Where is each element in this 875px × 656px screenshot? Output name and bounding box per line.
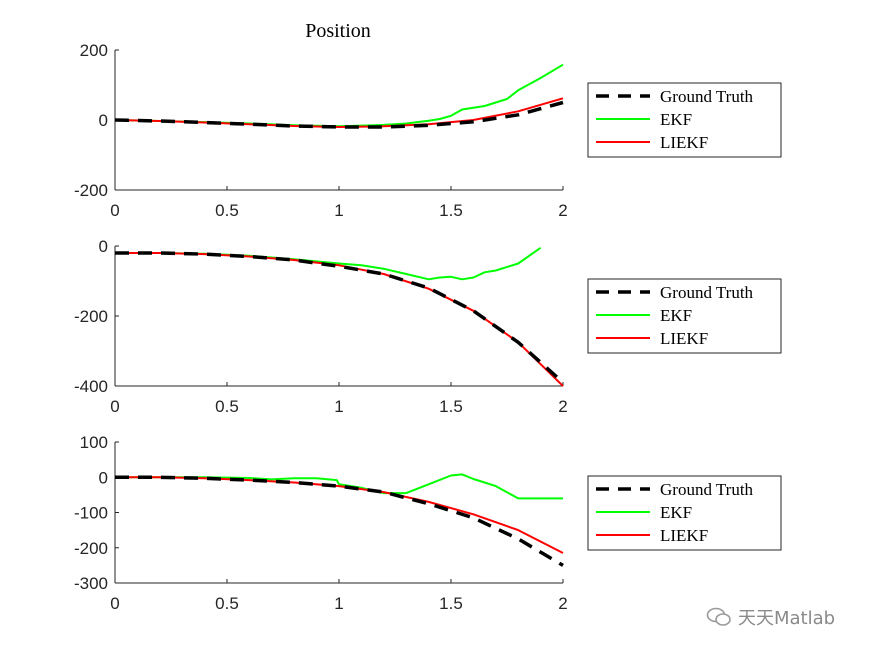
y-tick-label: 0 — [99, 237, 108, 256]
x-tick-label: 2 — [558, 594, 567, 613]
x-tick-label: 1.5 — [439, 594, 463, 613]
x-tick-label: 1 — [334, 201, 343, 220]
legend-label: LIEKF — [660, 133, 708, 152]
legend-label: Ground Truth — [660, 283, 754, 302]
x-tick-label: 1 — [334, 397, 343, 416]
watermark: 天天Matlab — [706, 604, 835, 630]
legend-label: Ground Truth — [660, 480, 754, 499]
figure-title: Position — [305, 20, 371, 42]
series-line-ground-truth — [115, 100, 564, 129]
y-tick-label: 100 — [80, 433, 108, 452]
x-tick-label: 0.5 — [215, 201, 239, 220]
legend-label: LIEKF — [660, 526, 708, 545]
y-tick-label: 0 — [99, 468, 108, 487]
x-tick-label: 1.5 — [439, 201, 463, 220]
wechat-icon — [706, 607, 731, 626]
series-line-ground-truth — [115, 251, 565, 384]
series-line-liekf — [115, 476, 564, 554]
x-tick-label: 1.5 — [439, 397, 463, 416]
x-tick-label: 0 — [110, 594, 119, 613]
legend: Ground Truth EKF LIEKF — [587, 278, 782, 354]
y-tick-label: -300 — [74, 574, 108, 593]
legend-label: EKF — [660, 306, 692, 325]
legend: Ground Truth EKF LIEKF — [587, 475, 782, 551]
x-tick-label: 2 — [558, 397, 567, 416]
legend-label: EKF — [660, 110, 692, 129]
legend: Ground Truth EKF LIEKF — [587, 82, 782, 158]
y-tick-label: 200 — [80, 41, 108, 60]
x-tick-label: 0 — [110, 397, 119, 416]
series-line-liekf — [115, 252, 564, 387]
y-tick-label: -200 — [74, 307, 108, 326]
y-tick-label: -400 — [74, 377, 108, 396]
watermark-text: 天天Matlab — [738, 608, 836, 629]
subplot-2: 0 0.5 1 1.5 2 0 -200 -400 Ground Truth EKF LIEKF — [74, 237, 782, 416]
subplot-3: 0 0.5 1 1.5 2 100 0 -100 -200 -300 Ground Truth EKF… — [74, 433, 782, 613]
x-tick-label: 1 — [334, 594, 343, 613]
y-tick-label: -200 — [74, 181, 108, 200]
legend-label: EKF — [660, 503, 692, 522]
legend-label: LIEKF — [660, 329, 708, 348]
x-tick-label: 2 — [558, 201, 567, 220]
x-tick-label: 0.5 — [215, 397, 239, 416]
y-tick-label: -100 — [74, 504, 108, 523]
y-tick-label: 0 — [99, 111, 108, 130]
x-tick-label: 0.5 — [215, 594, 239, 613]
series-line-ground-truth — [115, 475, 564, 567]
y-tick-label: -200 — [74, 539, 108, 558]
x-tick-label: 0 — [110, 201, 119, 220]
legend-label: Ground Truth — [660, 87, 754, 106]
